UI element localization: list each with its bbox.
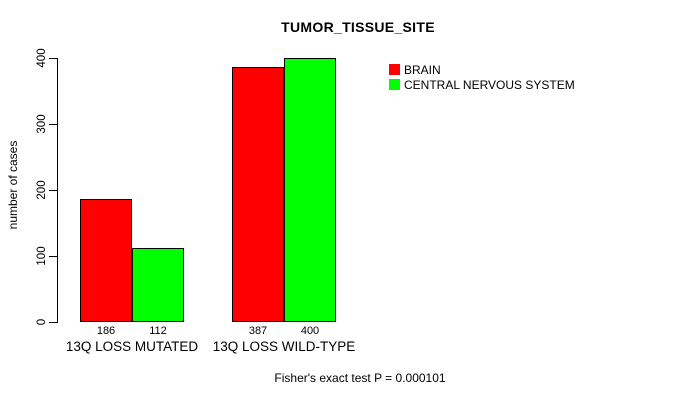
y-tick [49, 322, 57, 323]
bar-central-nervous-system-0 [132, 248, 184, 322]
bar-value-label: 186 [96, 325, 116, 337]
bar-value-label: 400 [300, 325, 320, 337]
y-tick [49, 58, 57, 59]
bar-brain-1 [232, 67, 284, 322]
bar-value-label: 112 [149, 325, 167, 337]
y-tick [49, 124, 57, 125]
y-tick-label: 200 [36, 180, 48, 200]
legend-item-brain: BRAIN [389, 62, 575, 77]
y-tick-label: 300 [36, 114, 48, 134]
legend-swatch-central-nervous-system [389, 79, 400, 90]
y-tick-label: 0 [36, 318, 48, 326]
y-axis-label: number of cases [6, 140, 20, 230]
chart-title: TUMOR_TISSUE_SITE [281, 19, 435, 35]
y-tick-label: 400 [36, 48, 48, 68]
bar-central-nervous-system-1 [284, 58, 336, 322]
legend-label-central-nervous-system: CENTRAL NERVOUS SYSTEM [404, 77, 575, 92]
y-tick [49, 190, 57, 191]
legend-label-brain: BRAIN [404, 62, 441, 77]
x-category-label: 13Q LOSS WILD-TYPE [212, 339, 356, 354]
legend-swatch-brain [389, 64, 400, 75]
legend: BRAIN CENTRAL NERVOUS SYSTEM [389, 62, 575, 92]
y-tick [49, 256, 57, 257]
bar-value-label: 387 [248, 325, 268, 337]
x-category-label: 13Q LOSS MUTATED [65, 339, 199, 354]
y-tick-label: 100 [36, 246, 48, 266]
y-axis-line [57, 58, 58, 323]
legend-item-central-nervous-system: CENTRAL NERVOUS SYSTEM [389, 77, 575, 92]
bar-brain-0 [80, 199, 132, 322]
stat-caption: Fisher's exact test P = 0.000101 [274, 371, 446, 385]
